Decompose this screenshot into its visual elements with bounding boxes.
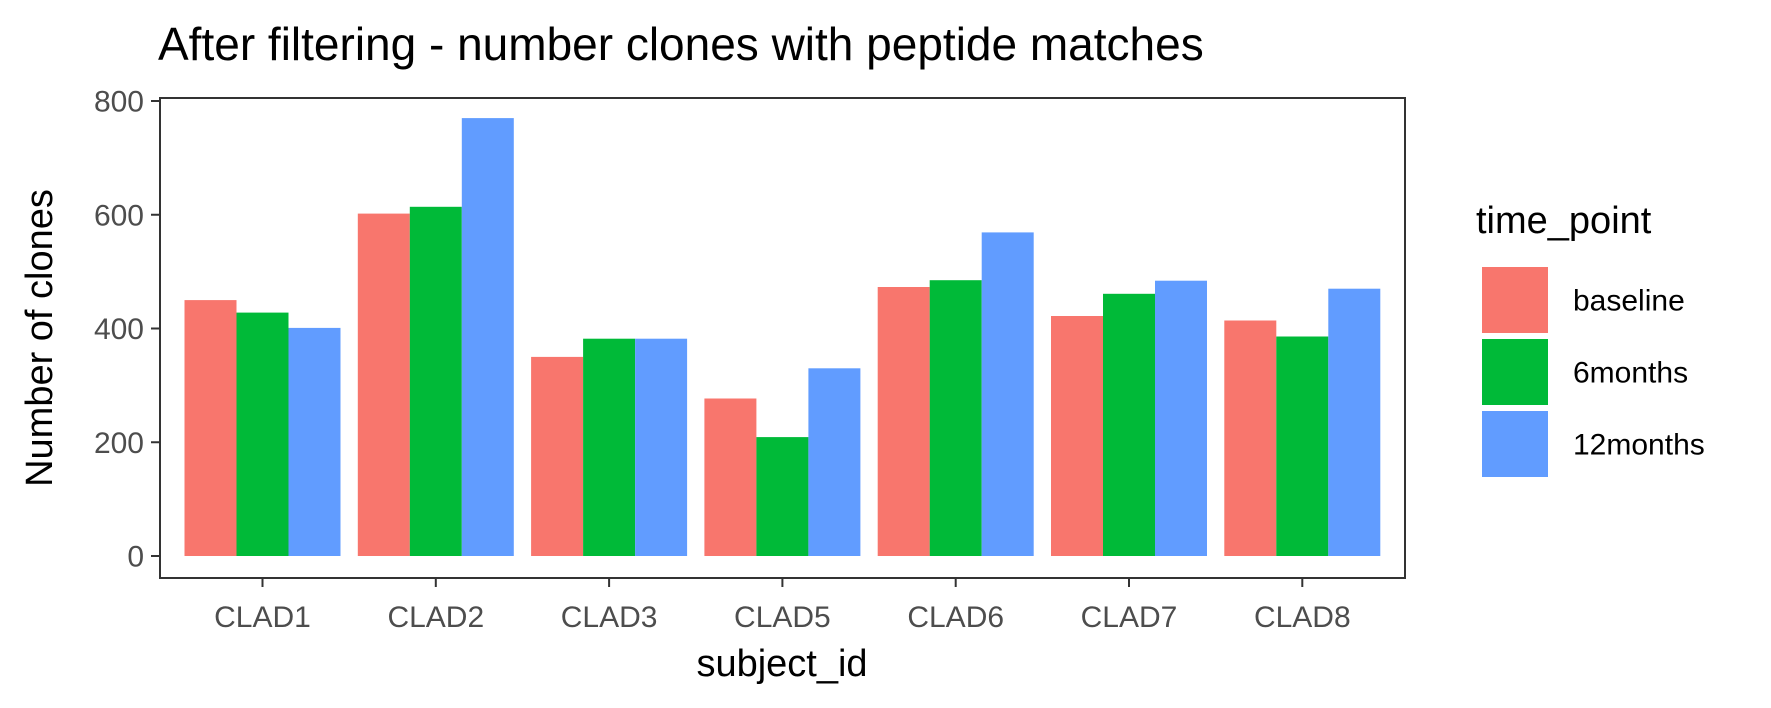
- bar-clad6-12months: [981, 232, 1034, 556]
- legend-items: baseline 6months 12months: [1482, 267, 1705, 477]
- y-tick-label: 600: [94, 199, 144, 232]
- bar-clad6-baseline: [877, 287, 930, 556]
- bar-clad3-12months: [635, 338, 688, 556]
- y-tick-label: 800: [94, 86, 144, 119]
- bar-clad7-12months: [1155, 280, 1207, 556]
- x-tick-label: CLAD7: [1081, 601, 1178, 634]
- bar-clad1-baseline: [184, 300, 237, 556]
- bar-clad2-6months: [409, 206, 462, 557]
- bar-clad8-12months: [1328, 288, 1381, 556]
- y-axis-title: Number of clones: [19, 189, 61, 487]
- bars-layer: [184, 118, 1381, 557]
- bar-clad5-6months: [756, 437, 809, 556]
- legend-key-12months: [1482, 411, 1548, 477]
- bar-clad1-12months: [288, 327, 341, 556]
- x-axis-title: subject_id: [696, 643, 867, 685]
- x-tick-label: CLAD2: [387, 601, 484, 634]
- x-tick-label: CLAD5: [734, 601, 831, 634]
- bar-clad2-12months: [461, 118, 514, 556]
- legend: time_point baseline 6months 12months: [1476, 200, 1705, 477]
- y-tick-label: 0: [127, 541, 144, 574]
- bar-clad3-6months: [583, 338, 636, 556]
- legend-label-baseline: baseline: [1573, 285, 1685, 318]
- chart-title: After filtering - number clones with pep…: [158, 18, 1204, 70]
- bar-clad8-6months: [1276, 336, 1329, 556]
- bar-clad3-baseline: [531, 356, 584, 556]
- x-tick-label: CLAD3: [561, 601, 658, 634]
- bar-clad5-12months: [808, 368, 861, 556]
- bar-clad1-6months: [236, 312, 289, 556]
- y-tick-label: 400: [94, 313, 144, 346]
- bar-clad5-baseline: [704, 398, 757, 556]
- legend-key-6months: [1482, 339, 1548, 405]
- legend-key-baseline: [1482, 267, 1548, 333]
- bar-clad6-6months: [929, 280, 982, 556]
- bar-clad7-baseline: [1051, 316, 1103, 556]
- x-tick-label: CLAD1: [214, 601, 311, 634]
- y-tick-label: 200: [94, 427, 144, 460]
- x-axis: CLAD1 CLAD2 CLAD3 CLAD5 CLAD6 CLAD7 CLAD8: [214, 578, 1351, 634]
- x-tick-label: CLAD8: [1254, 601, 1351, 634]
- bar-clad7-6months: [1103, 293, 1155, 556]
- bar-clad2-baseline: [357, 213, 410, 556]
- bar-clad8-baseline: [1224, 320, 1277, 556]
- legend-label-12months: 12months: [1573, 429, 1705, 462]
- legend-label-6months: 6months: [1573, 357, 1688, 390]
- y-axis: 0 200 400 600 800: [94, 86, 160, 574]
- x-tick-label: CLAD6: [907, 601, 1004, 634]
- legend-title: time_point: [1476, 200, 1652, 242]
